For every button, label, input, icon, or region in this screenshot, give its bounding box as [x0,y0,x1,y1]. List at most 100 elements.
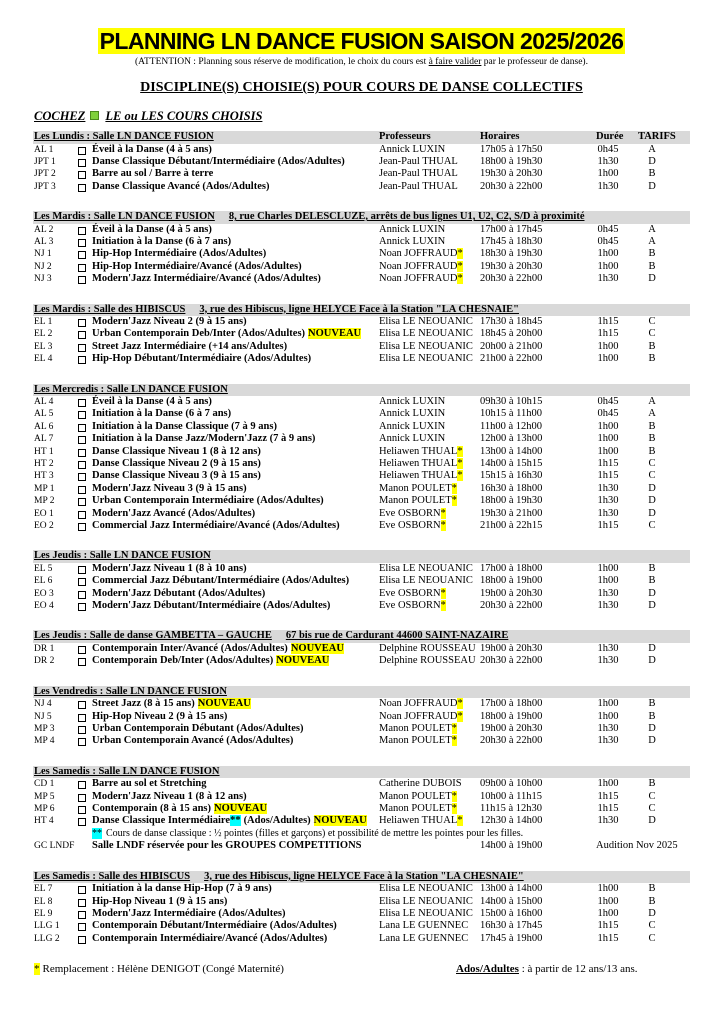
tarif: C [648,470,656,482]
course-code: MP 4 [34,736,55,747]
title-bar: PLANNING LN DANCE FUSION SAISON 2025/202… [0,28,723,55]
teacher: Noan JOFFRAUD [379,273,458,285]
teacher: Annick LUXIN [379,396,446,408]
teacher-group: Jean-Paul THUAL [379,181,458,193]
checkbox [78,448,86,457]
teacher-group: Manon POULET* [379,495,457,507]
column-header: TARIFS [638,131,676,142]
section-address: 67 bis rue de Cardurant 44600 SAINT-NAZA… [285,630,509,642]
time: 18h00 à 19h00 [480,710,543,722]
teacher-group: Elisa LE NEOUANIC [379,563,473,575]
tarif: A [648,235,656,247]
time: 17h45 à 18h30 [480,235,543,247]
course-row: DR 1 Contemporain Inter/Avancé (Ados/Adul… [0,642,723,655]
course-code: LLG 2 [34,933,60,944]
teacher: Eve OSBORN [379,587,441,599]
course-name-group: Modern'Jazz Niveau 2 (9 à 15 ans) [92,316,247,328]
course-code: EO 4 [34,601,54,612]
duration: 1h00 [597,248,619,260]
section-header: Les Mercredis : Salle LN DANCE FUSION [33,383,690,397]
footnote-text: Remplacement : Hélène DENIGOT (Congé Mat… [42,963,284,975]
course-name-group: Modern'Jazz Intermédiaire (Ados/Adultes) [92,908,285,920]
checkbox [78,251,86,260]
teacher-group: Eve OSBORN* [379,600,446,612]
course-name-group: Salle LNDF réservée pour les GROUPES COM… [92,840,362,852]
checkbox [78,658,86,667]
course-row: AL 7 Initiation à la Danse Jazz/Modern'Ja… [0,433,723,445]
course-name-group: Danse Classique Niveau 3 (9 à 15 ans) [92,470,261,482]
time: 17h00 à 17h45 [480,223,543,235]
time: 13h00 à 14h00 [480,445,543,457]
checkbox [78,645,86,654]
teacher-mark: * [457,273,463,285]
checkbox [78,238,86,247]
checkbox [78,411,86,420]
teacher-group: Manon POULET* [379,735,457,747]
course-name-group: Initiation à la Danse (6 à 7 ans) [92,408,231,420]
new-tag: NOUVEAU [290,642,344,654]
teacher: Annick LUXIN [379,143,446,155]
teacher: Elisa LE NEOUANIC [379,340,473,352]
checkbox [78,818,86,827]
course-code: NJ 5 [34,711,52,722]
course-name: Modern'Jazz Niveau 1 (8 à 12 ans) [92,790,247,802]
tarif: A [648,223,656,235]
tarif: D [648,155,656,167]
tarif: B [648,778,656,790]
section-title: Les Jeudis : Salle LN DANCE FUSION [34,550,211,562]
section: Les Mercredis : Salle LN DANCE FUSION AL … [0,383,723,533]
course-name-group: Modern'Jazz Niveau 3 (9 à 15 ans) [92,483,247,495]
course-row: JPT 3 Danse Classique Avancé (Ados/Adulte… [0,181,723,193]
checkbox [78,498,86,507]
tarif: C [648,932,656,944]
teacher: Heliawen THUAL [379,815,458,827]
section-title-group: Les Lundis : Salle LN DANCE FUSION [34,131,214,142]
teacher-group: Lana LE GUENNEC [379,933,468,945]
teacher-group: Noan JOFFRAUD* [379,698,463,710]
teacher: Delphine ROUSSEAU [379,655,476,667]
course-name-group: Commercial Jazz Intermédiaire/Avancé (Ad… [92,520,340,532]
duration: 1h00 [597,710,619,722]
new-tag: NOUVEAU [276,655,330,667]
course-code: EL 2 [34,329,53,340]
tarif: D [648,180,656,192]
new-tag: NOUVEAU [308,328,362,340]
course-code: MP 3 [34,724,55,734]
course-code: EO 1 [34,508,54,519]
course-name-group: Hip-Hop Intermédiaire/Avancé (Ados/Adult… [92,261,302,273]
duration: 1h30 [597,642,619,654]
course-code: EL 1 [34,317,53,328]
time: 12h30 à 14h00 [480,815,543,827]
tarif: C [648,790,656,802]
teacher-group: Noan JOFFRAUD* [379,710,463,723]
teacher: Manon POULET [379,482,452,494]
time: 09h30 à 10h15 [480,396,543,408]
course-row: AL 4 Éveil à la Danse (4 à 5 ans) Annick L… [0,396,723,408]
course-name: Modern'Jazz Niveau 2 (9 à 15 ans) [92,316,247,328]
time: 12h00 à 13h00 [480,433,543,445]
section-header: Les Jeudis : Salle LN DANCE FUSION [33,550,690,563]
time: 10h00 à 11h15 [480,790,543,802]
section-address: 3, rue des Hibiscus, ligne HELYCE Face à… [204,870,524,882]
course-code: HT 1 [34,446,54,457]
course-code: AL 7 [34,434,54,445]
section-header: Les Vendredis : Salle LN DANCE FUSION [33,685,690,699]
checkbox [78,935,86,944]
teacher: Elisa LE NEOUANIC [379,353,473,365]
teacher-group: Annick LUXIN [379,396,445,408]
teacher-mark: * [451,790,457,802]
teacher: Noan JOFFRAUD [379,260,458,272]
teacher-group: Annick LUXIN [379,421,445,433]
teacher-mark: * [451,495,457,507]
checkbox [78,146,86,155]
time: 14h00 à 15h00 [480,895,543,907]
course-name-group: Modern'Jazz Avancé (Ados/Adultes) [92,508,255,520]
tarif: D [648,907,656,919]
course-row: HT 1 Danse Classique Niveau 1 (8 à 12 ans… [0,445,723,458]
time: 20h30 à 22h00 [480,655,543,667]
time: 16h30 à 18h00 [480,482,543,494]
checkbox [78,898,86,907]
tarif: B [648,445,656,457]
course-row: HT 3 Danse Classique Niveau 3 (9 à 15 ans… [0,470,723,482]
time: 20h30 à 22h00 [480,735,543,747]
